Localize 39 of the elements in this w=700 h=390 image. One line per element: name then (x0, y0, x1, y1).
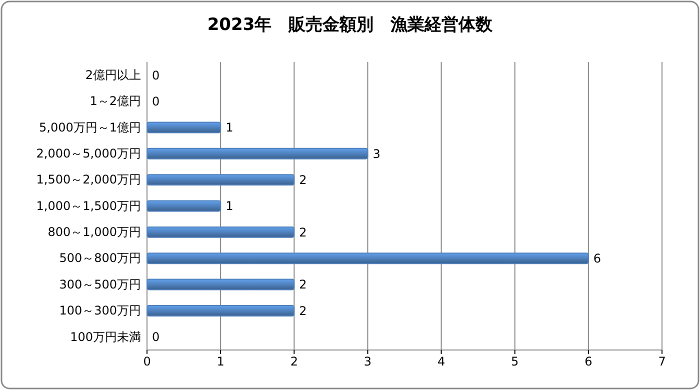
x-tick-label: 6 (584, 354, 592, 369)
x-tick-label: 1 (216, 354, 224, 369)
y-tick-label: 1～2億円 (90, 94, 141, 108)
y-tick-label: 2,000～5,000万円 (36, 146, 141, 160)
data-label: 0 (152, 330, 160, 344)
y-tick-label: 100～300万円 (59, 304, 141, 318)
bar (146, 122, 222, 134)
x-tick-label: 3 (364, 354, 372, 369)
data-label: 2 (299, 225, 307, 240)
y-tick-label: 2億円以上 (85, 68, 141, 82)
data-label: 2 (299, 278, 307, 292)
y-tick-label: 5,000万円～1億円 (39, 120, 141, 134)
data-label: 0 (152, 68, 160, 82)
y-tick-label: 800～1,000万円 (48, 225, 141, 240)
bar (146, 148, 368, 160)
x-tick-label: 2 (290, 354, 298, 369)
data-label: 2 (299, 173, 307, 188)
chart-title: 2023年 販売金額別 漁業経営体数 (207, 15, 494, 35)
x-tick-label: 7 (658, 354, 666, 369)
bar (146, 174, 295, 186)
x-tick-label: 4 (437, 354, 446, 369)
x-tick-label: 0 (143, 354, 151, 369)
bar (146, 226, 295, 238)
y-tick-label: 500～800万円 (59, 251, 141, 266)
bar (146, 278, 295, 290)
bar (146, 252, 589, 264)
x-tick-label: 5 (511, 354, 519, 369)
y-tick-label: 300～500万円 (59, 277, 141, 292)
y-tick-label: 1,000～1,500万円 (36, 198, 141, 213)
bar (146, 200, 222, 212)
data-label: 1 (226, 120, 234, 135)
bar (146, 304, 295, 316)
data-label: 6 (593, 252, 602, 266)
y-tick-label: 1,500～2,000万円 (36, 172, 141, 187)
data-label: 1 (226, 199, 234, 214)
data-label: 0 (152, 94, 160, 108)
data-label: 3 (372, 146, 380, 161)
y-tick-label: 100万円未満 (70, 330, 141, 344)
data-label: 2 (299, 304, 307, 318)
